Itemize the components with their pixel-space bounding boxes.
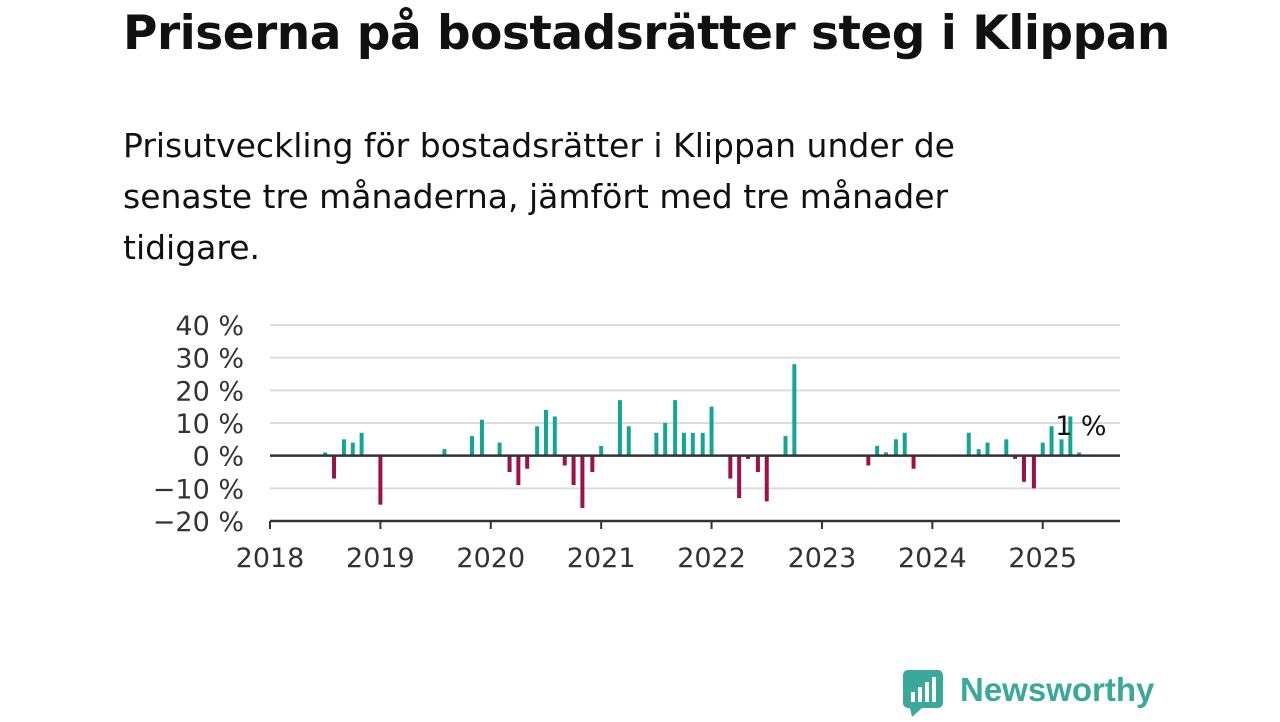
brand-name: Newsworthy — [960, 671, 1155, 708]
x-axis-tick-labels: 2018 2019 2020 2021 2022 2023 2024 2025 — [236, 543, 1077, 574]
x-tick-label: 2018 — [236, 543, 305, 574]
bar — [985, 442, 990, 456]
bar — [875, 445, 880, 456]
bar — [883, 452, 888, 456]
bar — [599, 445, 604, 456]
bar — [580, 455, 585, 508]
bar — [590, 455, 595, 472]
x-tick-label: 2023 — [788, 543, 857, 574]
bar — [792, 364, 797, 456]
bar — [1068, 416, 1073, 456]
x-tick-label: 2020 — [456, 543, 525, 574]
bar — [470, 436, 475, 456]
bar — [323, 452, 328, 456]
bar — [626, 426, 631, 456]
newsworthy-logo-icon — [903, 670, 943, 717]
bar — [866, 455, 871, 466]
x-tick-label: 2025 — [1008, 543, 1077, 574]
bar — [617, 400, 622, 456]
bar — [378, 455, 383, 505]
bar — [1021, 455, 1026, 482]
bar — [1040, 442, 1045, 456]
bar — [507, 455, 512, 472]
bar — [893, 439, 898, 456]
x-tick-label: 2021 — [567, 543, 636, 574]
bar — [497, 442, 502, 456]
bar — [709, 406, 714, 456]
bar — [700, 432, 705, 456]
bar — [543, 409, 548, 456]
bar — [690, 432, 695, 456]
bar — [479, 419, 484, 456]
bar — [1013, 455, 1018, 459]
bar — [663, 423, 668, 456]
bar — [654, 432, 659, 456]
bar — [332, 455, 337, 479]
y-tick-label: −10 % — [153, 474, 244, 505]
bar — [562, 455, 567, 466]
bar — [681, 432, 686, 456]
x-tick-label: 2019 — [346, 543, 415, 574]
y-tick-label: 10 % — [175, 409, 244, 440]
bar — [902, 432, 907, 456]
y-tick-label: 0 % — [193, 442, 244, 473]
bar — [1059, 439, 1064, 456]
bar — [755, 455, 760, 472]
bar — [911, 455, 916, 469]
bar — [525, 455, 530, 469]
bar — [976, 449, 981, 456]
bar — [1077, 452, 1082, 456]
bar — [571, 455, 576, 486]
last-value-label: 1 % — [1055, 411, 1106, 442]
bar — [552, 416, 557, 456]
x-tick-label: 2022 — [677, 543, 746, 574]
y-tick-label: −20 % — [153, 507, 244, 538]
bar — [783, 436, 788, 456]
axes — [269, 454, 1120, 529]
bar — [764, 455, 769, 502]
bar — [1004, 439, 1009, 456]
grid-lines — [270, 324, 1120, 490]
brand-logo: Newsworthy — [902, 668, 1154, 718]
bar — [516, 455, 521, 486]
data-bars — [323, 364, 1082, 508]
bar — [359, 432, 364, 456]
bar — [728, 455, 733, 479]
bar — [737, 455, 742, 499]
bar — [966, 432, 971, 456]
y-axis-tick-labels: −20 %−10 %0 %10 %20 %30 %40 % — [153, 311, 244, 538]
x-tick-label: 2024 — [898, 543, 967, 574]
bar — [1031, 455, 1036, 489]
y-tick-label: 30 % — [175, 344, 244, 375]
bar — [745, 455, 750, 459]
page-subtitle: Prisutveckling för bostadsrätter i Klipp… — [123, 126, 955, 267]
bar — [535, 426, 540, 456]
bar — [442, 449, 447, 456]
bar — [350, 442, 355, 456]
y-tick-label: 20 % — [175, 376, 244, 407]
bar — [1049, 426, 1054, 456]
y-tick-label: 40 % — [175, 311, 244, 342]
bar — [673, 400, 678, 456]
page-title: Priserna på bostadsrätter steg i Klippan — [123, 6, 1170, 61]
bar — [341, 439, 346, 456]
